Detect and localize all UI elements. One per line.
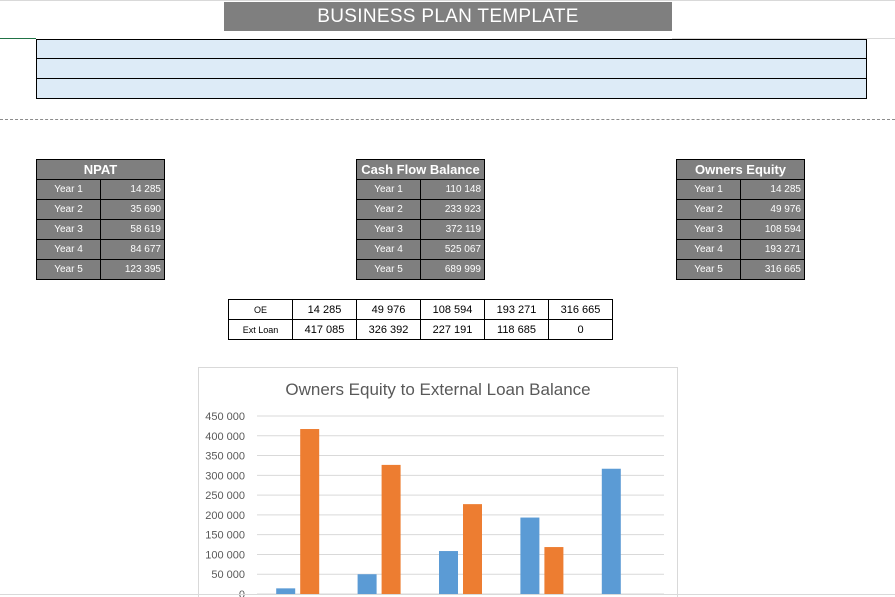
y-tick-label: 450 000 <box>205 411 245 423</box>
year-label[interactable]: Year 3 <box>676 219 741 240</box>
npat-value[interactable]: 35 690 <box>100 199 165 220</box>
blue-input-rows <box>36 39 867 99</box>
y-tick-label: 0 <box>239 589 245 597</box>
sheet-bottom-border <box>0 594 895 595</box>
blue-input-row[interactable] <box>36 39 867 59</box>
loan-cell[interactable]: 118 685 <box>484 319 549 340</box>
cashflow-value[interactable]: 372 119 <box>420 219 485 240</box>
equity-value[interactable]: 193 271 <box>740 239 805 260</box>
equity-value[interactable]: 49 976 <box>740 199 805 220</box>
equity-value[interactable]: 316 665 <box>740 259 805 280</box>
loan-cell[interactable]: 417 085 <box>292 319 357 340</box>
table-row: Year 3 372 119 <box>356 219 485 240</box>
cashflow-value[interactable]: 525 067 <box>420 239 485 260</box>
table-row: Year 4 525 067 <box>356 239 485 260</box>
oe-cell[interactable]: 49 976 <box>356 299 421 320</box>
equity-bar[interactable] <box>439 551 458 594</box>
table-row: Year 5 689 999 <box>356 259 485 280</box>
npat-value[interactable]: 84 677 <box>100 239 165 260</box>
loan-bar[interactable] <box>300 429 320 594</box>
y-tick-label: 300 000 <box>205 470 245 482</box>
y-tick-label: 350 000 <box>205 451 245 463</box>
year-label[interactable]: Year 5 <box>36 259 101 280</box>
row-label[interactable]: OE <box>228 299 293 320</box>
table-row: Year 4 193 271 <box>676 239 805 260</box>
year-label[interactable]: Year 4 <box>36 239 101 260</box>
equity-loan-chart[interactable]: Owners Equity to External Loan Balance 0… <box>198 367 678 597</box>
table-row: Year 5 316 665 <box>676 259 805 280</box>
equity-title[interactable]: Owners Equity <box>676 159 805 180</box>
sheet-top-border <box>0 0 895 1</box>
oe-loan-table: OE 14 285 49 976 108 594 193 271 316 665… <box>228 299 613 340</box>
loan-bar[interactable] <box>463 504 482 594</box>
banner-title[interactable]: BUSINESS PLAN TEMPLATE <box>224 2 672 31</box>
cashflow-table: Cash Flow Balance Year 1 110 148 Year 2 23… <box>356 159 485 280</box>
year-label[interactable]: Year 5 <box>356 259 421 280</box>
oe-cell[interactable]: 193 271 <box>484 299 549 320</box>
npat-table: NPAT Year 1 14 285 Year 2 35 690 Year 3 58 … <box>36 159 165 280</box>
year-label[interactable]: Year 5 <box>676 259 741 280</box>
year-label[interactable]: Year 2 <box>356 199 421 220</box>
table-row: Ext Loan 417 085 326 392 227 191 118 685… <box>228 319 613 340</box>
year-label[interactable]: Year 2 <box>676 199 741 220</box>
table-row: Year 1 14 285 <box>36 179 165 200</box>
year-label[interactable]: Year 1 <box>356 179 421 200</box>
oe-cell[interactable]: 108 594 <box>420 299 485 320</box>
page-break-line <box>0 119 895 120</box>
equity-value[interactable]: 14 285 <box>740 179 805 200</box>
cashflow-value[interactable]: 110 148 <box>420 179 485 200</box>
year-label[interactable]: Year 1 <box>36 179 101 200</box>
year-label[interactable]: Year 1 <box>676 179 741 200</box>
loan-bar[interactable] <box>544 547 564 594</box>
npat-value[interactable]: 123 395 <box>100 259 165 280</box>
blue-input-row[interactable] <box>36 59 867 79</box>
table-row: Year 1 110 148 <box>356 179 485 200</box>
table-row: Year 2 35 690 <box>36 199 165 220</box>
equity-value[interactable]: 108 594 <box>740 219 805 240</box>
loan-cell[interactable]: 0 <box>548 319 613 340</box>
chart-plot: 0 50 000 100 000 150 000 200 000 250 000 300 0… <box>205 411 664 597</box>
table-row: Year 5 123 395 <box>36 259 165 280</box>
equity-bar[interactable] <box>601 468 621 594</box>
npat-value[interactable]: 58 619 <box>100 219 165 240</box>
year-label[interactable]: Year 2 <box>36 199 101 220</box>
loan-cell[interactable]: 227 191 <box>420 319 485 340</box>
cashflow-title[interactable]: Cash Flow Balance <box>356 159 485 180</box>
row-label[interactable]: Ext Loan <box>228 319 293 340</box>
year-label[interactable]: Year 3 <box>36 219 101 240</box>
table-row: Year 3 108 594 <box>676 219 805 240</box>
cashflow-value[interactable]: 233 923 <box>420 199 485 220</box>
equity-bar[interactable] <box>520 517 540 594</box>
oe-cell[interactable]: 14 285 <box>292 299 357 320</box>
year-label[interactable]: Year 4 <box>356 239 421 260</box>
y-tick-label: 50 000 <box>211 569 245 581</box>
loan-cell[interactable]: 326 392 <box>356 319 421 340</box>
cashflow-value[interactable]: 689 999 <box>420 259 485 280</box>
y-tick-label: 150 000 <box>205 530 245 542</box>
loan-bar[interactable] <box>381 464 401 594</box>
blue-input-row[interactable] <box>36 79 867 99</box>
equity-bar[interactable] <box>357 574 377 594</box>
oe-cell[interactable]: 316 665 <box>548 299 613 320</box>
y-tick-label: 250 000 <box>205 490 245 502</box>
table-row: Year 4 84 677 <box>36 239 165 260</box>
table-row: OE 14 285 49 976 108 594 193 271 316 665 <box>228 299 613 320</box>
y-tick-label: 200 000 <box>205 510 245 522</box>
year-label[interactable]: Year 3 <box>356 219 421 240</box>
table-row: Year 3 58 619 <box>36 219 165 240</box>
table-row: Year 2 233 923 <box>356 199 485 220</box>
sheet-cell-border <box>672 0 895 39</box>
y-tick-label: 400 000 <box>205 431 245 443</box>
table-row: Year 1 14 285 <box>676 179 805 200</box>
active-cell-marker <box>0 38 36 39</box>
equity-bar[interactable] <box>276 588 296 594</box>
year-label[interactable]: Year 4 <box>676 239 741 260</box>
table-row: Year 2 49 976 <box>676 199 805 220</box>
y-tick-label: 100 000 <box>205 549 245 561</box>
equity-table: Owners Equity Year 1 14 285 Year 2 49 976 … <box>676 159 805 280</box>
npat-value[interactable]: 14 285 <box>100 179 165 200</box>
npat-title[interactable]: NPAT <box>36 159 165 180</box>
chart-title: Owners Equity to External Loan Balance <box>285 380 591 399</box>
